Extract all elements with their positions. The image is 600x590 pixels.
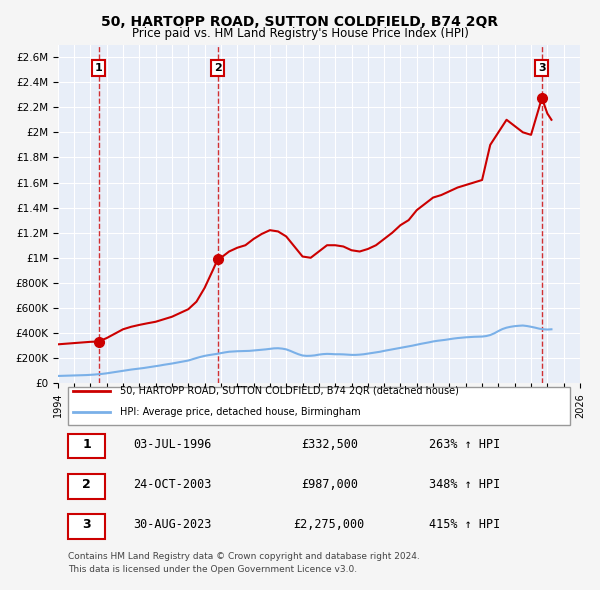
Text: Price paid vs. HM Land Registry's House Price Index (HPI): Price paid vs. HM Land Registry's House …: [131, 27, 469, 40]
Text: This data is licensed under the Open Government Licence v3.0.: This data is licensed under the Open Gov…: [68, 565, 357, 575]
Text: 3: 3: [82, 518, 91, 531]
Text: 415% ↑ HPI: 415% ↑ HPI: [430, 518, 501, 531]
Text: 1: 1: [82, 438, 91, 451]
Text: £987,000: £987,000: [301, 478, 358, 491]
Text: 24-OCT-2003: 24-OCT-2003: [133, 478, 212, 491]
Text: £2,275,000: £2,275,000: [293, 518, 365, 531]
Text: £332,500: £332,500: [301, 438, 358, 451]
Text: 2: 2: [214, 63, 221, 73]
Text: 30-AUG-2023: 30-AUG-2023: [133, 518, 212, 531]
Text: 50, HARTOPP ROAD, SUTTON COLDFIELD, B74 2QR: 50, HARTOPP ROAD, SUTTON COLDFIELD, B74 …: [101, 15, 499, 29]
Text: 263% ↑ HPI: 263% ↑ HPI: [430, 438, 501, 451]
Text: 3: 3: [538, 63, 545, 73]
Text: 1: 1: [95, 63, 103, 73]
Text: HPI: Average price, detached house, Birmingham: HPI: Average price, detached house, Birm…: [121, 407, 361, 417]
Text: 2: 2: [82, 478, 91, 491]
Text: 348% ↑ HPI: 348% ↑ HPI: [430, 478, 501, 491]
Text: Contains HM Land Registry data © Crown copyright and database right 2024.: Contains HM Land Registry data © Crown c…: [68, 552, 420, 561]
Text: 03-JUL-1996: 03-JUL-1996: [133, 438, 212, 451]
FancyBboxPatch shape: [68, 474, 105, 499]
FancyBboxPatch shape: [68, 434, 105, 458]
FancyBboxPatch shape: [68, 387, 569, 425]
Text: 50, HARTOPP ROAD, SUTTON COLDFIELD, B74 2QR (detached house): 50, HARTOPP ROAD, SUTTON COLDFIELD, B74 …: [121, 386, 459, 396]
FancyBboxPatch shape: [68, 514, 105, 539]
